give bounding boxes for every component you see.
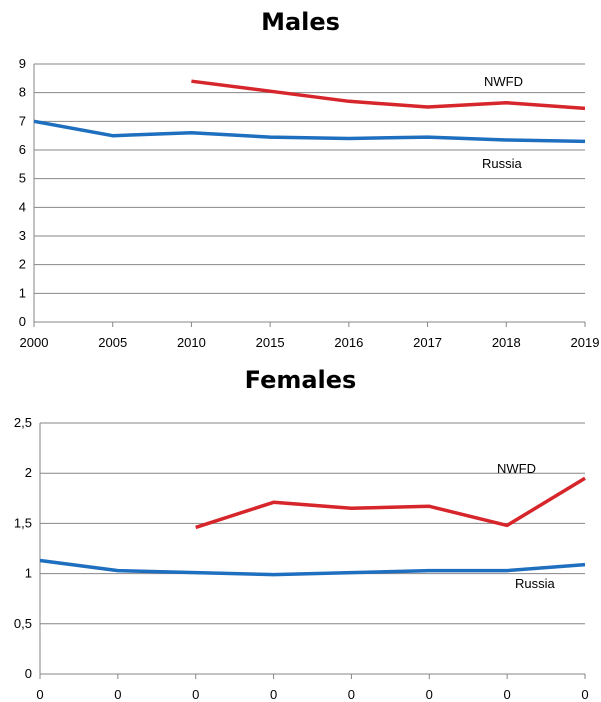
y-tick-label: 2 — [25, 465, 32, 480]
series-label-nwfd: NWFD — [497, 461, 536, 476]
y-tick-label: 0,5 — [14, 616, 32, 631]
x-tick-label: 0 — [348, 687, 355, 702]
x-tick-label: 2017 — [413, 335, 442, 350]
y-tick-label: 2 — [19, 257, 26, 272]
x-tick-label: 2016 — [334, 335, 363, 350]
x-tick-label: 0 — [270, 687, 277, 702]
x-tick-label: 0 — [581, 687, 588, 702]
x-tick-label: 2018 — [492, 335, 521, 350]
y-tick-label: 2,5 — [14, 415, 32, 430]
series-label-nwfd: NWFD — [484, 74, 523, 89]
y-tick-label: 1 — [19, 285, 26, 300]
y-tick-label: 6 — [19, 142, 26, 157]
y-tick-label: 1,5 — [14, 515, 32, 530]
x-tick-label: 2010 — [177, 335, 206, 350]
series-line-russia — [33, 119, 586, 144]
y-tick-label: 5 — [19, 171, 26, 186]
x-tick-label: 2019 — [571, 335, 600, 350]
x-tick-label: 2015 — [256, 335, 285, 350]
y-tick-label: 0 — [19, 314, 26, 329]
females-chart-title: Females — [244, 366, 357, 394]
series-line-nwfd — [191, 79, 586, 111]
series-line-nwfd — [195, 476, 586, 530]
y-tick-label: 9 — [19, 56, 26, 71]
y-tick-label: 7 — [19, 113, 26, 128]
males-chart-title: Males — [261, 8, 340, 36]
x-tick-label: 0 — [114, 687, 121, 702]
y-tick-label: 8 — [19, 85, 26, 100]
x-tick-label: 0 — [504, 687, 511, 702]
y-tick-label: 3 — [19, 228, 26, 243]
series-line-russia — [39, 558, 586, 577]
males-chart: 0 1 2 3 4 5 6 7 8 9 2000 2005 2010 2015 2016 2017 2018 20… — [19, 56, 600, 350]
series-label-russia: Russia — [515, 576, 556, 591]
y-tick-label: 4 — [19, 199, 26, 214]
x-tick-label: 0 — [36, 687, 43, 702]
x-tick-label: 2000 — [20, 335, 49, 350]
x-tick-label: 0 — [426, 687, 433, 702]
series-label-russia: Russia — [482, 156, 523, 171]
x-tick-label: 0 — [192, 687, 199, 702]
y-tick-label: 1 — [25, 566, 32, 581]
y-tick-label: 0 — [25, 666, 32, 681]
x-tick-label: 2005 — [98, 335, 127, 350]
